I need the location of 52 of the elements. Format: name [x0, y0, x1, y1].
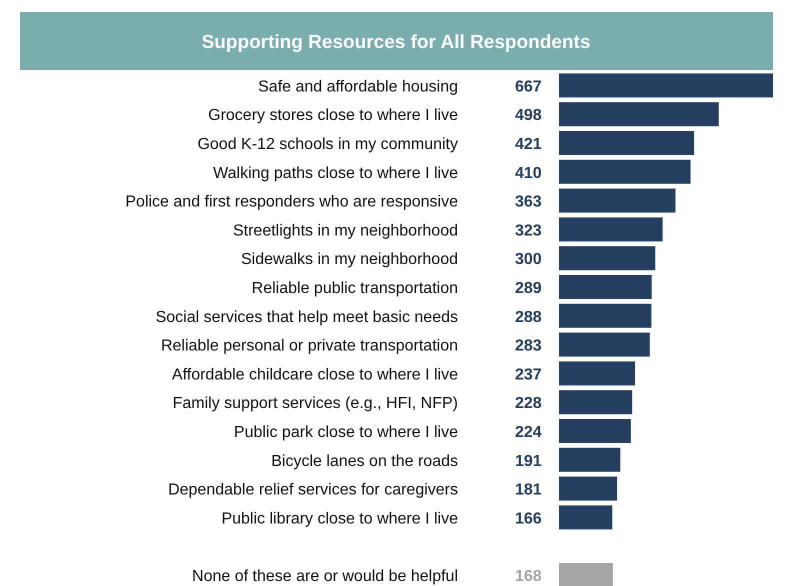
y-tick-label: Reliable personal or private transportation [160, 338, 458, 355]
bar [559, 188, 676, 213]
y-tick-label: Affordable childcare close to where I live [172, 366, 458, 384]
data-label: 237 [515, 366, 542, 384]
bar [559, 217, 663, 242]
bar [559, 102, 719, 126]
bar [559, 332, 650, 357]
text: Supporting Resources for All Respondents [202, 32, 590, 53]
data-label: 288 [515, 308, 542, 326]
y-tick-label: Social services that help meet basic needs [156, 308, 458, 326]
data-label: 667 [515, 78, 542, 96]
data-label: 410 [515, 164, 542, 182]
data-label: 168 [515, 568, 542, 585]
y-tick-label: Public park close to where I live [234, 424, 458, 441]
y-tick-label: Bicycle lanes on the roads [271, 452, 458, 470]
data-label: 283 [515, 338, 542, 355]
y-tick-label: Safe and affordable housing [258, 78, 458, 96]
bar [559, 246, 656, 270]
bar [559, 448, 620, 472]
y-tick-label: Streetlights in my neighborhood [232, 222, 458, 240]
y-tick-label: Walking paths close to where I live [213, 164, 458, 182]
bar [559, 505, 612, 530]
y-tick-label: Dependable relief services for caregivers [168, 482, 458, 499]
y-tick-label: Good K-12 schools in my community [197, 136, 458, 153]
data-label: 181 [515, 482, 542, 499]
y-tick-label: Public library close to where I live [221, 510, 458, 528]
bar [559, 160, 691, 184]
data-label: 363 [515, 194, 542, 211]
bar [559, 275, 652, 299]
bar [559, 73, 773, 98]
bar [559, 476, 618, 501]
bar [559, 131, 694, 155]
data-label: 224 [515, 424, 542, 441]
y-tick-label: None of these are or would be helpful [192, 568, 458, 585]
data-label: 421 [515, 136, 542, 153]
bar [559, 563, 613, 586]
y-tick-label: Sidewalks in my neighborhood [240, 251, 458, 268]
bar [559, 304, 652, 328]
data-label: 300 [515, 251, 542, 268]
y-tick-label: Family support services (e.g., HFI, NFP) [172, 395, 458, 412]
data-label: 228 [515, 395, 542, 412]
data-label: 289 [515, 280, 542, 297]
bar [559, 419, 631, 443]
data-label: 323 [515, 222, 542, 240]
data-label: 498 [515, 107, 542, 124]
bar [559, 361, 636, 386]
y-tick-label: Police and first responders who are responsive [125, 194, 458, 211]
bar [559, 390, 632, 414]
data-label: 166 [515, 510, 542, 528]
data-label: 191 [515, 452, 542, 470]
y-tick-label: Grocery stores close to where I live [208, 107, 458, 124]
y-tick-label: Reliable public transportation [252, 280, 458, 297]
